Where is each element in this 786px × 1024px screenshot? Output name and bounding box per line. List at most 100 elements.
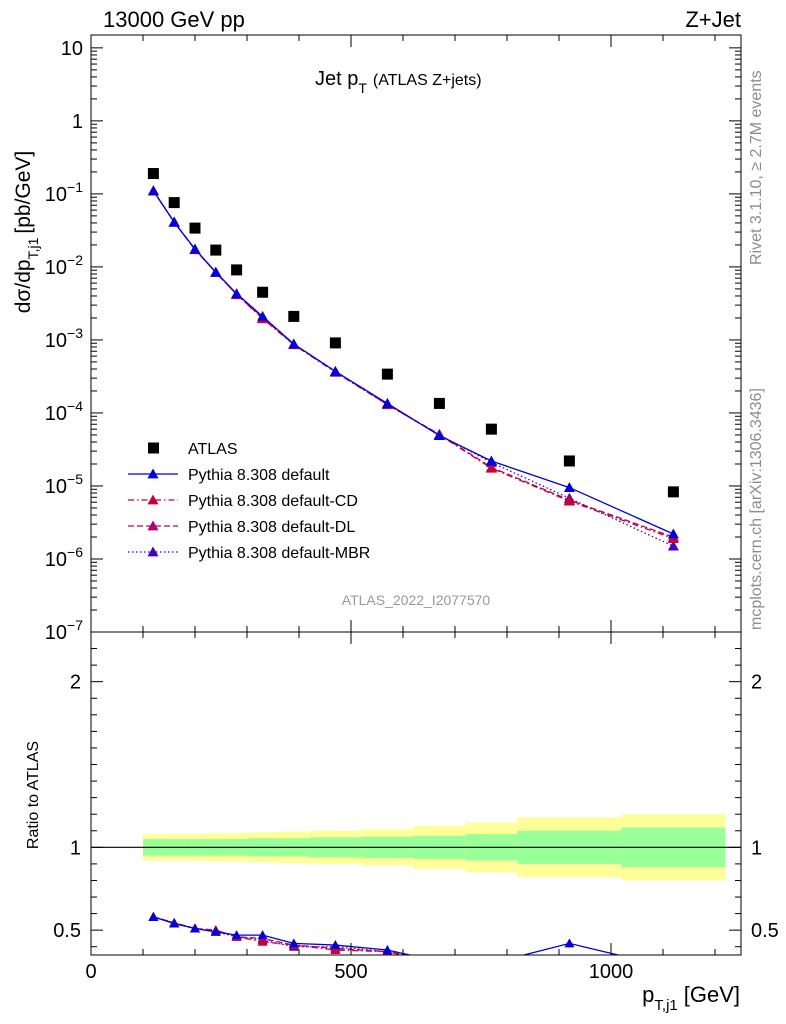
data-point (231, 264, 243, 276)
ratio-point (330, 945, 341, 955)
data-point (667, 540, 679, 551)
ratio-point (434, 957, 444, 966)
legend: ATLAS Pythia 8.308 default Pythia 8.308 de… (128, 441, 370, 562)
main-title-sub: T (358, 80, 367, 96)
legend-item: Pythia 8.308 default-DL (128, 519, 355, 536)
ratio-series (148, 911, 678, 987)
energy-label: 13000 GeV pp (103, 7, 245, 32)
ratio-point (257, 936, 268, 946)
ratio-xlabel-text: p (642, 982, 654, 1007)
main-ytick-label: 10−5 (45, 471, 83, 498)
main-ytick-label: 10−1 (45, 179, 83, 206)
ratio-xtick-label: 1000 (589, 961, 634, 983)
ratio-ylabel: Ratio to ATLAS (25, 741, 42, 849)
ratio-point (231, 930, 242, 940)
ratio-ytick-label-right: 0.5 (751, 920, 779, 942)
ratio-point (257, 930, 268, 940)
data-point (257, 310, 269, 321)
legend-marker (148, 442, 159, 454)
ratio-point (210, 926, 221, 936)
ratio-ytick-label-right: 1 (751, 837, 762, 859)
main-ytick-label: 10−7 (45, 617, 83, 644)
ratio-point (486, 958, 496, 967)
ratio-xtick-label: 500 (334, 961, 367, 983)
ratio-series-pythia-8-308-default (148, 911, 678, 972)
ratio-point (668, 978, 678, 987)
process-label: Z+Jet (685, 7, 741, 32)
main-ytick-label: 10−6 (45, 544, 83, 571)
rivet-label: Rivet 3.1.10, ≥ 2.7M events (748, 70, 765, 265)
ratio-xlabel: pT,j1 [GeV] (642, 982, 740, 1014)
ratio-xlabel-unit: [GeV] (684, 982, 740, 1007)
data-point (485, 455, 497, 466)
legend-item: Pythia 8.308 default-MBR (128, 545, 370, 562)
legend-item: ATLAS (148, 441, 238, 458)
series-line (152, 190, 674, 540)
ratio-point (434, 957, 444, 966)
ratio-frame (90, 631, 742, 956)
ratio-point (148, 911, 159, 921)
ratio-point (382, 945, 393, 955)
data-point (381, 368, 393, 380)
data-point (147, 168, 159, 180)
ratio-point (288, 938, 299, 948)
legend-label: Pythia 8.308 default-DL (188, 519, 355, 536)
legend-marker (147, 468, 159, 479)
ratio-ytick-label: 2 (70, 672, 81, 694)
legend-item: Pythia 8.308 default-CD (128, 493, 358, 510)
data-point (210, 244, 222, 256)
ratio-point (564, 957, 574, 966)
ratio-point (486, 958, 496, 967)
ratio-ticks: 0.5 0.5 1 1 2 2 0 500 1000 (53, 632, 779, 983)
legend-label: Pythia 8.308 default (188, 467, 330, 484)
series-line (152, 190, 674, 538)
ratio-point (668, 963, 678, 972)
main-ylabel-text: dσ/dp (12, 259, 35, 313)
main-series (147, 168, 679, 551)
series-pythia-8-308-default-dl (147, 185, 679, 542)
ratio-xtick-label: 0 (85, 961, 96, 983)
main-ylabel: dσ/dpT,j1 [pb/GeV] (12, 151, 41, 314)
ratio-point (434, 957, 444, 966)
ratio-bands (91, 814, 741, 881)
main-ticks: 10 1 10−1 10−2 10−3 10−4 10−5 10−6 10−7 (45, 35, 741, 644)
main-frame (90, 34, 742, 633)
ratio-point (169, 918, 180, 928)
ratio-point (668, 970, 678, 979)
ratio-panel: 0.5 0.5 1 1 2 2 0 500 1000 Ratio to ATLAS pT,j1 [… (25, 631, 779, 1014)
main-title-text: Jet p (315, 68, 358, 90)
data-point (288, 310, 300, 322)
data-point (433, 397, 445, 409)
main-ytick-label: 10 (61, 38, 83, 60)
data-point (433, 430, 445, 440)
ratio-point (564, 938, 575, 948)
ratio-ytick-label: 0.5 (53, 920, 81, 942)
series-atlas (147, 168, 679, 498)
data-point (563, 495, 575, 506)
data-point (288, 338, 300, 349)
legend-marker (147, 520, 159, 531)
data-point (667, 486, 679, 498)
legend-marker (147, 494, 159, 505)
legend-marker (147, 546, 159, 557)
data-point (210, 266, 222, 277)
main-ytick-label: 1 (72, 111, 83, 133)
data-point (189, 243, 201, 254)
legend-label: Pythia 8.308 default-CD (188, 493, 358, 510)
ratio-point (564, 960, 574, 969)
data-point (168, 216, 180, 227)
main-title-extra: (ATLAS Z+jets) (373, 72, 482, 89)
ratio-point (668, 968, 678, 977)
ratio-ytick-label-right: 2 (751, 672, 762, 694)
ratio-point (486, 960, 496, 969)
main-ytick-label: 10−3 (45, 325, 83, 352)
data-point (485, 423, 497, 435)
main-title: Jet pT (ATLAS Z+jets) (315, 68, 482, 96)
legend-label: Pythia 8.308 default-MBR (188, 545, 370, 562)
main-panel: ATLAS_2022_I2077570 Jet pT (ATLAS Z+jets)… (12, 34, 742, 644)
data-point (147, 185, 159, 196)
data-point (563, 482, 575, 492)
mcplots-label: mcplots.cern.ch [arXiv:1306.3436] (748, 388, 765, 630)
ratio-point (190, 923, 200, 933)
